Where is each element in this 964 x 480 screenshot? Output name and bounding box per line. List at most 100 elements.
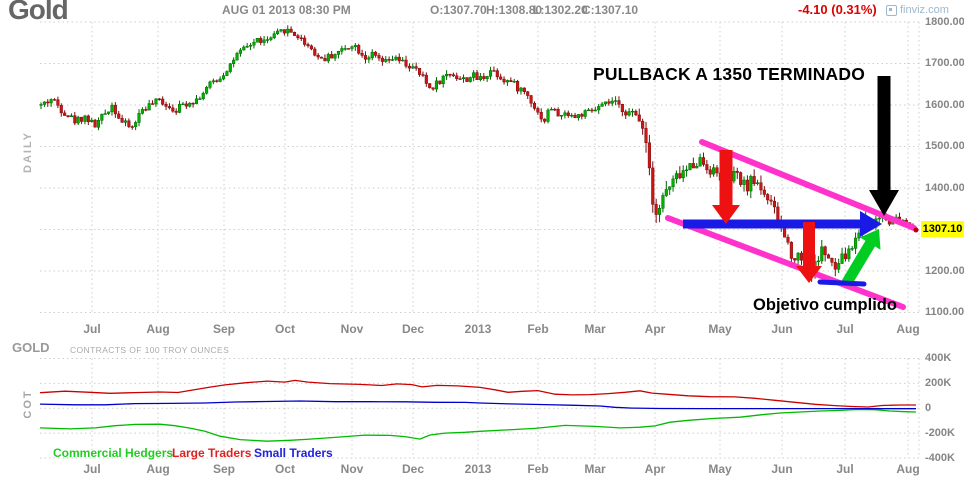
- candle-body: [816, 260, 820, 263]
- candle-body: [161, 98, 165, 105]
- finviz-brand-link[interactable]: finviz.com: [886, 4, 949, 16]
- candle-body: [556, 109, 560, 117]
- candle-body: [340, 48, 344, 52]
- candle-body: [620, 103, 624, 113]
- candle-body: [353, 45, 357, 48]
- cot-x-axis-month-label: Jun: [771, 462, 793, 476]
- candle-body: [519, 87, 523, 92]
- candle-body: [90, 119, 94, 123]
- candle-body: [350, 46, 354, 49]
- cot-axis-label: 200K: [925, 376, 952, 389]
- candle-body: [502, 78, 506, 83]
- cot-x-axis-month-label: Aug: [146, 462, 170, 476]
- candle-body: [404, 59, 408, 67]
- quote-datetime: AUG 01 2013 08:30 PM: [222, 3, 351, 17]
- candle-body: [232, 59, 236, 65]
- candle-body: [123, 120, 128, 123]
- candle-body: [529, 95, 533, 104]
- candle-body: [674, 173, 678, 180]
- candle-body: [110, 104, 114, 113]
- candle-body: [661, 195, 665, 209]
- candle-body: [745, 179, 749, 192]
- candle-body: [394, 56, 398, 60]
- candle-body: [218, 78, 222, 82]
- candle-body: [178, 103, 182, 113]
- candle-body: [39, 104, 43, 106]
- cot-x-axis-month-label: Oct: [274, 462, 296, 476]
- symbol-title: Gold: [8, 0, 69, 25]
- candle-body: [208, 81, 212, 88]
- candle-body: [688, 163, 692, 171]
- timeframe-label-daily: DAILY: [22, 131, 34, 173]
- candle-body: [776, 206, 780, 221]
- candle-body: [509, 80, 513, 82]
- candle-body: [799, 252, 804, 261]
- quote-high: H:1308.80: [486, 3, 543, 17]
- cot-contract-description: CONTRACTS OF 100 TROY OUNCES: [70, 345, 230, 355]
- candle-body: [292, 31, 297, 36]
- cot-line-commercial-hedgers: [39, 408, 917, 442]
- candle-body: [647, 142, 651, 169]
- candle-body: [73, 115, 77, 124]
- candle-body: [732, 171, 736, 182]
- cot-axis-label: 400K: [925, 352, 952, 364]
- candle-body: [411, 66, 415, 69]
- candle-body: [418, 68, 422, 75]
- candle-body: [330, 54, 334, 59]
- candle-body: [485, 76, 489, 79]
- candle-body: [701, 157, 706, 165]
- candle-body: [63, 112, 67, 116]
- candle-body: [113, 104, 117, 115]
- price-axis-label: 1400.00: [925, 181, 964, 194]
- candle-body: [695, 165, 699, 169]
- candle-body: [516, 81, 520, 92]
- x-axis-month-label: Aug: [146, 322, 170, 336]
- candle-body: [130, 126, 134, 128]
- candle-body: [279, 29, 283, 32]
- candle-body: [438, 80, 442, 84]
- cot-lines-layer: [39, 379, 917, 442]
- candle-body: [434, 80, 439, 90]
- candle-body: [843, 253, 847, 260]
- price-axis-label: 1600.00: [925, 98, 964, 111]
- candle-body: [336, 50, 340, 55]
- candle-body: [387, 59, 391, 61]
- annotation-black-down-arrow: [869, 76, 899, 216]
- candle-body: [657, 208, 662, 215]
- candle-body: [80, 116, 84, 122]
- candle-body: [742, 179, 746, 185]
- candle-body: [191, 102, 195, 105]
- annotation-objetivo-text: Objetivo cumplido: [753, 296, 897, 314]
- candle-body: [306, 44, 310, 47]
- candle-body: [857, 232, 861, 239]
- candle-body: [691, 163, 695, 169]
- candle-body: [793, 258, 797, 261]
- candle-body: [468, 77, 472, 82]
- candle-body: [343, 48, 347, 50]
- price-axis-label: 1500.00: [925, 140, 964, 152]
- cot-panel-label: COT: [22, 389, 34, 419]
- candle-body: [367, 57, 371, 60]
- candle-body: [107, 111, 111, 114]
- candle-body: [505, 80, 509, 83]
- x-axis-month-label: Jun: [771, 322, 793, 336]
- candle-body: [265, 39, 270, 41]
- candle-body: [573, 114, 577, 119]
- candle-body: [120, 118, 124, 123]
- candle-body: [221, 75, 226, 80]
- candle-body: [735, 171, 739, 173]
- legend-large-traders: Large Traders: [172, 446, 252, 460]
- annotation-last-price-marker: [913, 227, 919, 233]
- candle-body: [363, 55, 368, 60]
- candle-body: [333, 54, 337, 59]
- candle-body: [756, 182, 760, 184]
- annotation-green-up-arrow: [841, 229, 881, 287]
- candle-body: [681, 170, 685, 179]
- candle-body: [174, 110, 178, 113]
- candle-body: [563, 112, 567, 116]
- annotation-upper-trendline: [699, 139, 917, 231]
- candle-body: [455, 75, 459, 79]
- candle-body: [69, 115, 73, 117]
- candle-body: [252, 41, 256, 46]
- candle-body: [323, 58, 327, 62]
